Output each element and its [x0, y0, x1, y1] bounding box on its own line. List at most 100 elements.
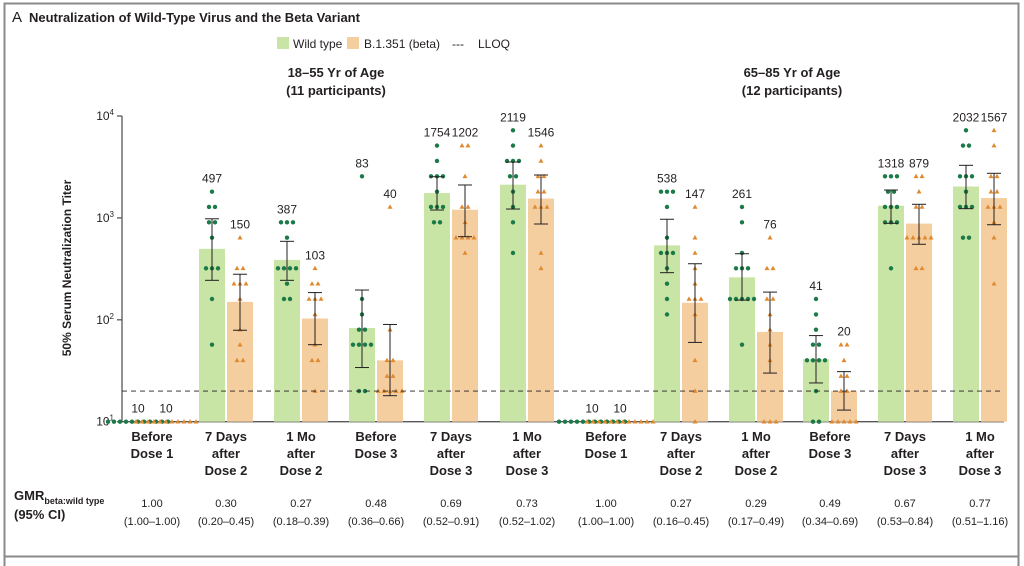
data-point-beta: [608, 419, 614, 424]
data-point-beta: [532, 204, 538, 209]
data-point-beta: [234, 265, 240, 271]
gmr-value: 0.48: [365, 498, 386, 510]
data-point-wild: [434, 143, 440, 148]
data-point-beta: [838, 342, 844, 347]
data-point-beta: [770, 296, 776, 301]
data-point-beta: [919, 265, 925, 271]
gmt-value-label-beta: 147: [685, 187, 705, 201]
data-point-wild: [105, 419, 111, 424]
plot-area: 101 102 103 104 10 10 Before Dose 1 1.00 (1.00–1.…: [96, 108, 1008, 528]
data-point-beta: [988, 173, 994, 179]
x-category-label: 7 Days: [660, 429, 702, 444]
data-point-beta: [315, 281, 321, 286]
data-point-beta: [997, 204, 1003, 209]
panel-title-old: 65–85 Yr of Age: [744, 65, 841, 80]
data-point-beta: [919, 204, 925, 209]
gmt-value-label-beta: 879: [909, 156, 929, 170]
x-category-label: Dose 3: [809, 446, 852, 461]
data-point-wild: [963, 128, 969, 133]
panel-title-young: 18–55 Yr of Age: [288, 65, 385, 80]
data-point-wild: [733, 266, 739, 271]
data-point-beta: [844, 373, 850, 378]
data-point-wild: [813, 327, 819, 332]
data-point-beta: [169, 419, 175, 424]
gmr-ci-value: (1.00–1.00): [578, 516, 634, 528]
data-point-wild: [510, 250, 516, 256]
legend: Wild type B.1.351 (beta) --- LLOQ: [277, 37, 510, 51]
data-point-beta: [838, 388, 844, 393]
data-point-beta: [384, 357, 390, 363]
figure-frame: [3, 2, 1020, 558]
data-point-beta: [459, 204, 465, 209]
data-point-wild: [816, 419, 822, 424]
data-point-wild: [891, 189, 897, 194]
x-category-label: after: [667, 446, 695, 461]
data-point-beta: [231, 281, 237, 286]
bar-beta: [528, 198, 554, 422]
data-point-wild: [368, 342, 374, 347]
data-point-beta: [767, 235, 773, 240]
gmt-value-label-wild: 261: [732, 187, 752, 201]
data-point-wild: [212, 220, 218, 225]
gmr-value: 0.67: [894, 498, 915, 510]
gmr-value: 1.00: [595, 498, 616, 510]
data-point-wild: [804, 358, 810, 363]
data-point-wild: [739, 342, 745, 347]
data-point-wild: [129, 419, 135, 424]
data-point-wild: [727, 296, 733, 302]
data-point-beta: [773, 419, 779, 424]
data-point-beta: [237, 235, 243, 240]
x-category-label: Dose 3: [506, 463, 549, 478]
data-point-wild: [513, 174, 519, 179]
data-point-wild: [957, 174, 963, 179]
x-category-label: Dose 2: [660, 463, 703, 478]
data-point-wild: [281, 296, 287, 302]
data-point-wild: [882, 220, 888, 225]
x-category-label: after: [513, 446, 541, 461]
data-point-wild: [882, 174, 888, 179]
data-point-wild: [510, 220, 516, 225]
data-point-beta: [465, 235, 471, 240]
data-point-beta: [910, 235, 916, 240]
data-point-wild: [510, 128, 516, 133]
gmr-ci-value: (0.52–0.91): [423, 516, 479, 528]
gmr-ci-value: (0.20–0.45): [198, 516, 254, 528]
data-point-beta: [994, 173, 1000, 179]
data-point-beta: [538, 250, 544, 255]
data-point-beta: [453, 235, 459, 240]
data-point-wild: [507, 174, 513, 179]
data-point-wild: [362, 342, 368, 347]
data-point-beta: [157, 419, 163, 424]
gmr-value: 0.27: [290, 498, 311, 510]
data-point-beta: [686, 296, 692, 301]
data-point-wild: [293, 266, 299, 271]
gmt-value-label-wild: 538: [657, 172, 677, 186]
data-point-beta: [614, 419, 620, 424]
gmr-ci-value: (0.17–0.49): [728, 516, 784, 528]
data-point-beta: [390, 373, 396, 378]
x-category-label: Dose 1: [585, 446, 628, 461]
data-point-beta: [692, 357, 698, 363]
data-point-beta: [151, 419, 157, 424]
bar-beta: [906, 223, 932, 422]
x-category-label: Dose 2: [280, 463, 323, 478]
data-point-beta: [692, 388, 698, 393]
data-point-beta: [692, 250, 698, 255]
data-point-wild: [664, 281, 670, 286]
data-point-beta: [538, 265, 544, 271]
data-point-beta: [535, 189, 541, 194]
data-point-beta: [584, 419, 590, 424]
data-point-beta: [764, 296, 770, 301]
bar-wild: [729, 277, 755, 422]
data-point-beta: [462, 173, 468, 179]
data-point-beta: [387, 204, 393, 209]
data-point-beta: [844, 342, 850, 347]
x-category-label: Dose 3: [355, 446, 398, 461]
data-point-beta: [315, 357, 321, 363]
data-point-beta: [145, 419, 151, 424]
data-point-wild: [894, 204, 900, 210]
data-point-wild: [969, 174, 975, 179]
data-point-beta: [538, 158, 544, 163]
data-point-wild: [562, 419, 568, 424]
